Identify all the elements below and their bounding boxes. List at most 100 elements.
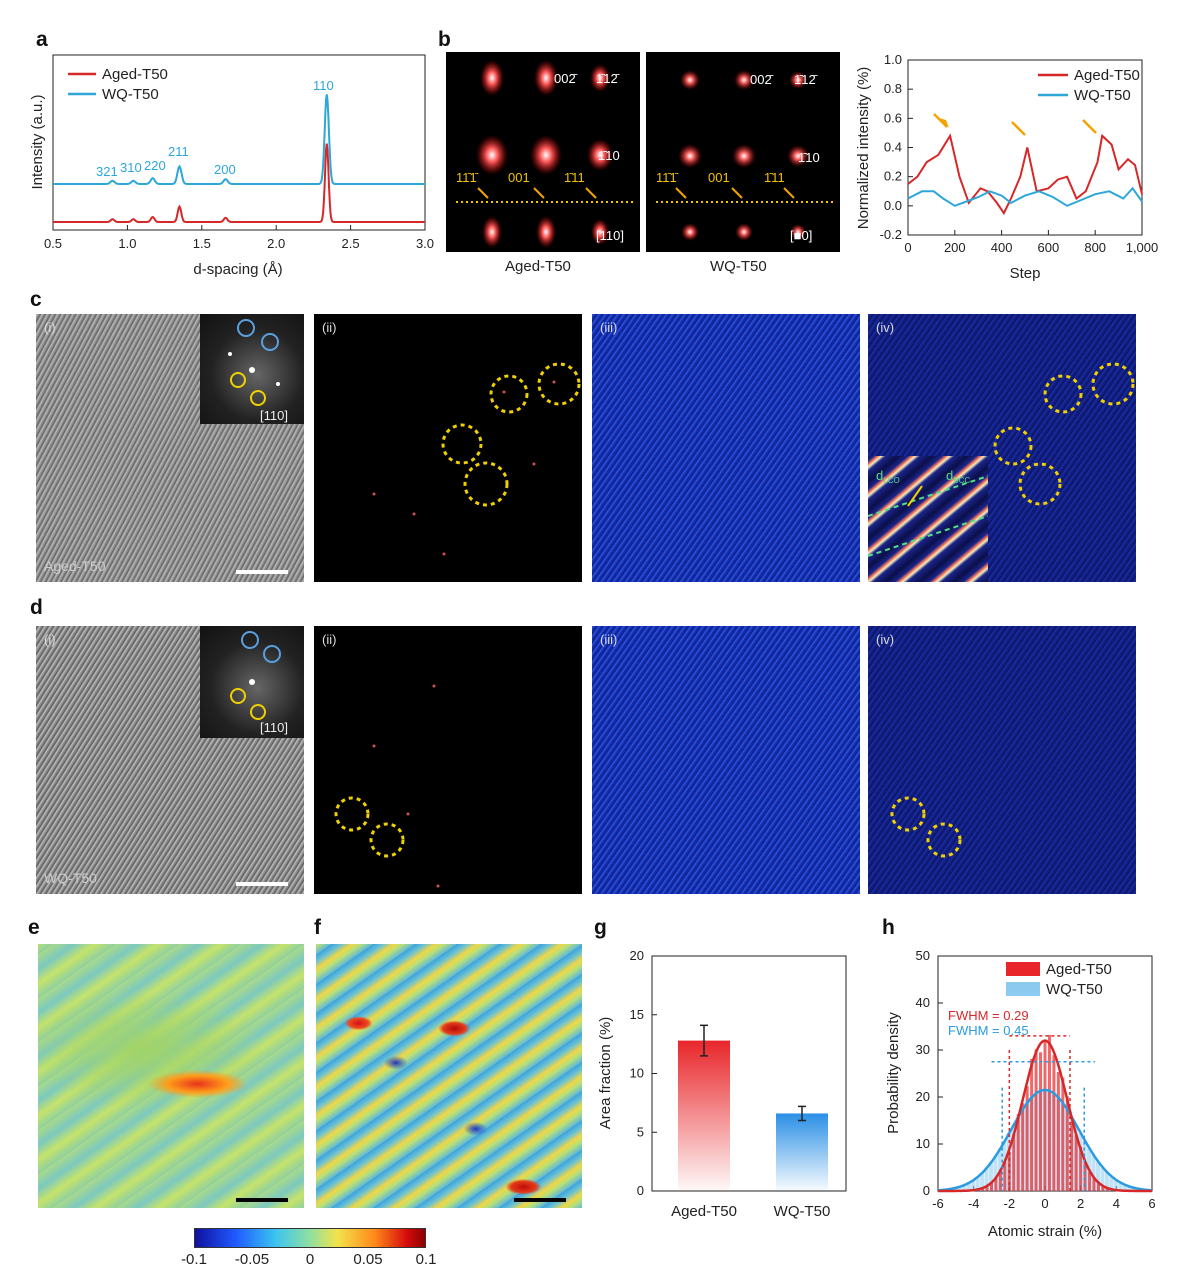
- legend-aged: Aged-T50: [102, 66, 168, 83]
- histogram-bar-aged: [1074, 1135, 1078, 1191]
- panel-label-c: c: [30, 288, 42, 311]
- spot-label: 1̄11: [764, 170, 785, 185]
- histogram-bar-aged: [1105, 1188, 1109, 1191]
- peak-arrows: [933, 113, 1097, 136]
- area-fraction-chart: 0 5 10 15 20 Aged-T50 WQ-T50 Area fraction (…: [597, 948, 847, 1220]
- scale-bar: [236, 882, 288, 886]
- histogram-bar-wq: [966, 1182, 971, 1191]
- colorbar-ticks: -0.1 -0.05 0 0.05 0.1: [181, 1251, 437, 1268]
- peak-label: 211: [168, 144, 189, 159]
- colorbar-tick: 0.1: [416, 1251, 437, 1268]
- bar-aged: [678, 1040, 730, 1191]
- x-tick-label: 1.5: [193, 236, 211, 251]
- histogram-bar-wq: [1096, 1161, 1100, 1191]
- colorbar-tick: -0.05: [235, 1251, 269, 1268]
- histogram-bar-wq: [980, 1172, 985, 1191]
- sublabel: (i): [44, 632, 56, 647]
- histogram-bar-aged: [1034, 1049, 1038, 1191]
- y-tick-label: 20: [916, 1089, 930, 1104]
- histogram-bar-aged: [1088, 1171, 1092, 1191]
- histogram-bar-aged: [1021, 1103, 1025, 1191]
- sample-label: WQ-T50: [44, 870, 97, 886]
- histogram-bar-wq: [957, 1186, 962, 1191]
- x-tick-label: 200: [944, 240, 966, 255]
- histogram-bar-wq: [1091, 1155, 1096, 1191]
- histogram-bar-wq: [984, 1167, 989, 1191]
- y-axis-label: Normalized intensity (%): [855, 67, 872, 230]
- histogram-bar-aged: [1056, 1071, 1060, 1191]
- x-tick-label: 0: [1041, 1196, 1048, 1211]
- histogram-bar-aged: [1016, 1113, 1020, 1191]
- x-tick-label: 6: [1148, 1196, 1155, 1211]
- histogram-bar-aged: [1092, 1177, 1096, 1191]
- y-axis-label: Area fraction (%): [597, 1017, 614, 1130]
- y-axis-label: Probability density: [885, 1012, 902, 1134]
- legend-aged: Aged-T50: [1074, 67, 1140, 84]
- y-tick-label: 50: [916, 948, 930, 963]
- spot-label: 1̄10: [598, 148, 620, 163]
- histogram-bar-wq: [971, 1179, 976, 1191]
- lattice-image-wq: (iii): [592, 626, 860, 894]
- x-tick-label: 1.0: [118, 236, 136, 251]
- panel-label-f: f: [314, 916, 321, 939]
- scale-bar: [236, 1198, 288, 1202]
- sublabel: (ii): [322, 320, 337, 335]
- overlay-image-aged: (iv) dLCO dBCC: [868, 314, 1136, 582]
- inverse-fft-image-wq: (ii): [314, 626, 582, 894]
- hrtem-image-aged: (i) [110] Aged-T50: [36, 314, 304, 582]
- x-axis-label: Step: [1010, 265, 1041, 282]
- histogram-bar-aged: [1097, 1182, 1100, 1191]
- histogram-bar-wq: [1118, 1182, 1123, 1191]
- caption-aged: Aged-T50: [505, 258, 571, 275]
- spot-label: 002̄: [554, 71, 578, 86]
- histogram-bar-aged: [1083, 1161, 1087, 1191]
- sublabel: (iv): [876, 632, 895, 647]
- sample-label: Aged-T50: [44, 558, 106, 574]
- y-tick-label: 1.0: [884, 52, 902, 67]
- spot-label: 002̄: [750, 72, 774, 87]
- histogram-bar-aged: [1061, 1077, 1065, 1191]
- legend-wq: WQ-T50: [102, 86, 159, 103]
- peak-label: 220: [144, 158, 166, 173]
- fwhm-label-aged: FWHM = 0.29: [948, 1008, 1029, 1023]
- colorbar-tick: 0: [306, 1251, 314, 1268]
- spot-label: 1̄12̄: [596, 71, 620, 86]
- y-tick-label: 0.2: [884, 169, 902, 184]
- histogram-bar-wq: [1104, 1172, 1109, 1191]
- xrd-legend: Aged-T50 WQ-T50: [68, 66, 168, 103]
- x-tick-label: 3.0: [416, 236, 434, 251]
- peak-label: 200: [214, 162, 236, 177]
- peak-label: 310: [120, 160, 142, 175]
- y-tick-label: 40: [916, 995, 930, 1010]
- fft-inset: [110]: [200, 626, 304, 738]
- x-tick-label: 2.0: [267, 236, 285, 251]
- histogram-bar-wq: [953, 1187, 958, 1191]
- histogram-bar-wq: [1127, 1186, 1132, 1191]
- x-axis-label: Atomic strain (%): [988, 1223, 1102, 1240]
- x-tick-label: 0: [904, 240, 911, 255]
- histogram-bar-wq: [989, 1161, 993, 1191]
- y-tick-label: 0.8: [884, 81, 902, 96]
- x-axis-label: d-spacing (Å): [193, 261, 282, 278]
- x-tick-label: 800: [1084, 240, 1106, 255]
- histogram-bar-wq: [1100, 1167, 1105, 1191]
- y-tick-label: 0.6: [884, 110, 902, 125]
- zone-axis: [110]: [260, 720, 288, 735]
- spot-label: 1̄11: [564, 170, 585, 185]
- y-tick-label: -0.2: [880, 227, 902, 242]
- y-tick-label: 30: [916, 1042, 930, 1057]
- histogram-bar-aged: [990, 1182, 993, 1191]
- y-tick-label: 0.4: [884, 140, 902, 155]
- y-tick-label: 0: [923, 1183, 930, 1198]
- y-tick-label: 10: [630, 1066, 644, 1081]
- histogram-bar-aged: [1079, 1146, 1083, 1191]
- peak-label: 110: [313, 78, 334, 93]
- legend-wq: WQ-T50: [1074, 87, 1131, 104]
- histogram-bar-aged: [981, 1187, 985, 1191]
- x-tick-label: -4: [968, 1196, 980, 1211]
- category-label: Aged-T50: [671, 1203, 737, 1220]
- diffraction-aged: 002̄ 1̄12̄ 1̄10 11̄1̄ 001 1̄11 [110]: [446, 52, 640, 252]
- x-tick-label: -6: [932, 1196, 944, 1211]
- sublabel: (i): [44, 320, 56, 335]
- panel-label-a: a: [36, 28, 48, 51]
